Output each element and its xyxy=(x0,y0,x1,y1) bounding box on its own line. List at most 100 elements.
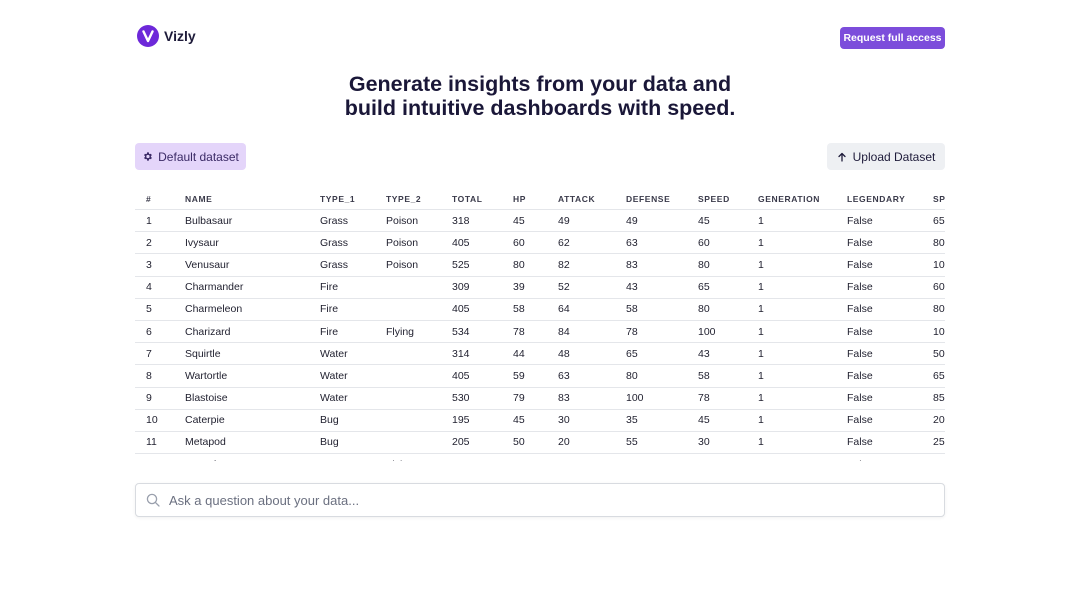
question-input[interactable] xyxy=(169,492,909,508)
column-header[interactable]: SP xyxy=(933,189,945,210)
table-cell: 45 xyxy=(698,409,758,432)
table-cell: Squirtle xyxy=(185,342,320,366)
table-cell: Flying xyxy=(386,453,452,461)
table-cell: 58 xyxy=(698,364,758,388)
table-cell: 78 xyxy=(513,320,558,344)
table-cell: Butterfree xyxy=(185,453,320,461)
table-row[interactable]: 7 Squirtle Water 314 44 48 65 43 1 False 50 xyxy=(135,342,945,366)
table-cell: Venusaur xyxy=(185,253,320,277)
table-cell: 1 xyxy=(758,320,847,344)
table-cell: 309 xyxy=(452,276,513,299)
table-cell: Poison xyxy=(386,231,452,255)
table-cell: 59 xyxy=(513,364,558,388)
column-header[interactable]: # xyxy=(135,189,185,210)
table-cell: 314 xyxy=(452,342,513,366)
search-icon xyxy=(146,493,160,507)
table-cell: Bug xyxy=(320,409,386,432)
table-cell: 85 xyxy=(933,387,945,410)
table-cell: Wartortle xyxy=(185,364,320,388)
table-row[interactable]: 8 Wartortle Water 405 59 63 80 58 1 False 65 xyxy=(135,364,945,388)
logo[interactable]: Vizly xyxy=(137,25,196,47)
column-header[interactable]: TYPE_2 xyxy=(386,189,452,210)
table-cell: Fire xyxy=(320,276,386,299)
table-cell: 1 xyxy=(758,209,847,233)
table-cell: Bug xyxy=(320,453,386,461)
table-cell: 65 xyxy=(933,209,945,233)
page-title: Generate insights from your data and bui… xyxy=(0,72,1080,120)
table-row[interactable]: 4 Charmander Fire 309 39 52 43 65 1 False 60 xyxy=(135,276,945,299)
table-cell: 405 xyxy=(452,231,513,255)
table-row[interactable]: 1 Bulbasaur Grass Poison 318 45 49 49 45 1 False 65 xyxy=(135,209,945,233)
column-header[interactable]: GENERATION xyxy=(758,189,847,210)
table-cell: False xyxy=(847,342,933,366)
dataset-table: # NAME TYPE_1 TYPE_2 TOTAL HP ATTACK DEF… xyxy=(135,189,945,461)
table-cell: 30 xyxy=(698,431,758,455)
headline-line-1: Generate insights from your data and xyxy=(348,72,732,96)
column-header[interactable]: LEGENDARY xyxy=(847,189,933,210)
table-cell: 9 xyxy=(135,387,185,410)
table-cell: 78 xyxy=(626,320,698,344)
dataset-table-container[interactable]: # NAME TYPE_1 TYPE_2 TOTAL HP ATTACK DEF… xyxy=(135,189,945,461)
question-search-bar[interactable] xyxy=(135,483,945,517)
table-cell: 7 xyxy=(135,342,185,366)
table-cell: 205 xyxy=(452,431,513,455)
table-cell: False xyxy=(847,298,933,321)
table-cell: 60 xyxy=(513,231,558,255)
table-cell: 50 xyxy=(626,453,698,461)
table-cell: 1 xyxy=(758,231,847,255)
column-header[interactable]: HP xyxy=(513,189,558,210)
table-row[interactable]: 9 Blastoise Water 530 79 83 100 78 1 False 85 xyxy=(135,387,945,410)
table-cell: Poison xyxy=(386,209,452,233)
table-cell xyxy=(386,364,452,388)
table-cell: False xyxy=(847,276,933,299)
column-header[interactable]: ATTACK xyxy=(558,189,626,210)
table-cell: False xyxy=(847,320,933,344)
column-header[interactable]: DEFENSE xyxy=(626,189,698,210)
table-cell: 50 xyxy=(513,431,558,455)
upload-dataset-button[interactable]: Upload Dataset xyxy=(827,143,945,170)
table-cell: 534 xyxy=(452,320,513,344)
table-cell: False xyxy=(847,409,933,432)
table-cell: 65 xyxy=(698,276,758,299)
table-row[interactable]: 11 Metapod Bug 205 50 20 55 30 1 False 25 xyxy=(135,431,945,455)
table-cell xyxy=(386,298,452,321)
table-row[interactable]: 3 Venusaur Grass Poison 525 80 82 83 80 1 False 10 xyxy=(135,253,945,277)
default-dataset-button[interactable]: Default dataset xyxy=(135,143,246,170)
table-cell: 84 xyxy=(558,320,626,344)
request-full-access-button[interactable]: Request full access xyxy=(840,27,945,49)
table-cell: 45 xyxy=(558,453,626,461)
table-cell: 63 xyxy=(558,364,626,388)
table-cell: 3 xyxy=(135,253,185,277)
table-row[interactable]: 5 Charmeleon Fire 405 58 64 58 80 1 False 80 xyxy=(135,298,945,321)
table-cell: Fire xyxy=(320,298,386,321)
table-row[interactable]: 10 Caterpie Bug 195 45 30 35 45 1 False 20 xyxy=(135,409,945,432)
table-cell: 55 xyxy=(626,431,698,455)
column-header[interactable]: TYPE_1 xyxy=(320,189,386,210)
table-cell: 45 xyxy=(698,209,758,233)
table-cell: 79 xyxy=(513,387,558,410)
table-cell: 1 xyxy=(135,209,185,233)
table-cell: Grass xyxy=(320,253,386,277)
table-cell: 44 xyxy=(513,342,558,366)
table-cell: 45 xyxy=(513,209,558,233)
column-header[interactable]: SPEED xyxy=(698,189,758,210)
table-cell xyxy=(386,431,452,455)
table-cell: False xyxy=(847,431,933,455)
column-header[interactable]: TOTAL xyxy=(452,189,513,210)
table-cell: Ivysaur xyxy=(185,231,320,255)
table-cell: 50 xyxy=(933,342,945,366)
table-row[interactable]: 12ButterfreeBugFlying395604550701False90 xyxy=(135,453,945,461)
table-cell: False xyxy=(847,453,933,461)
table-cell: 1 xyxy=(758,431,847,455)
table-cell: 49 xyxy=(626,209,698,233)
table-cell: Caterpie xyxy=(185,409,320,432)
table-cell: 2 xyxy=(135,231,185,255)
table-row[interactable]: 2 Ivysaur Grass Poison 405 60 62 63 60 1 False 80 xyxy=(135,231,945,255)
column-header[interactable]: NAME xyxy=(185,189,320,210)
table-cell: 83 xyxy=(558,387,626,410)
table-cell: 80 xyxy=(626,364,698,388)
table-cell: 60 xyxy=(513,453,558,461)
table-cell: Flying xyxy=(386,320,452,344)
table-cell: 49 xyxy=(558,209,626,233)
table-row[interactable]: 6 Charizard Fire Flying 534 78 84 78 100 1 False 10 xyxy=(135,320,945,344)
